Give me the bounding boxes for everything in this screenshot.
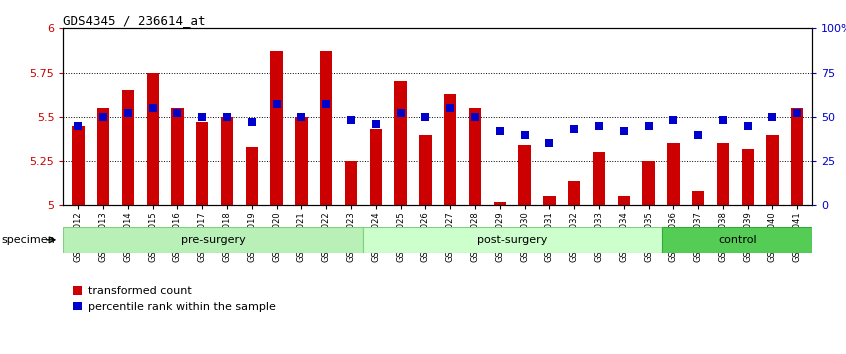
Bar bbox=[245, 147, 258, 205]
Bar bbox=[72, 126, 85, 205]
Point bbox=[195, 114, 209, 120]
Point bbox=[741, 123, 755, 129]
Point bbox=[518, 132, 531, 137]
Point bbox=[294, 114, 308, 120]
Text: pre-surgery: pre-surgery bbox=[181, 235, 245, 245]
Text: control: control bbox=[718, 235, 756, 245]
Bar bbox=[692, 191, 705, 205]
Legend: transformed count, percentile rank within the sample: transformed count, percentile rank withi… bbox=[69, 282, 280, 316]
Bar bbox=[662, 227, 812, 253]
Point bbox=[691, 132, 705, 137]
Point bbox=[270, 102, 283, 107]
Bar bbox=[568, 181, 580, 205]
Bar bbox=[370, 129, 382, 205]
Point bbox=[369, 121, 382, 127]
Point bbox=[443, 105, 457, 111]
Bar bbox=[444, 94, 456, 205]
Text: specimen: specimen bbox=[2, 235, 56, 245]
Bar bbox=[766, 135, 778, 205]
Point bbox=[419, 114, 432, 120]
Point bbox=[245, 119, 259, 125]
Text: GDS4345 / 236614_at: GDS4345 / 236614_at bbox=[63, 13, 206, 27]
Bar bbox=[642, 161, 655, 205]
Point bbox=[220, 114, 233, 120]
Point bbox=[790, 110, 804, 116]
Point bbox=[642, 123, 656, 129]
Point bbox=[766, 114, 779, 120]
Bar bbox=[171, 108, 184, 205]
Bar bbox=[196, 122, 208, 205]
Bar bbox=[667, 143, 679, 205]
Point bbox=[171, 110, 184, 116]
Bar bbox=[97, 108, 109, 205]
Bar bbox=[791, 108, 804, 205]
Bar bbox=[320, 51, 332, 205]
Bar bbox=[271, 51, 283, 205]
Point bbox=[493, 128, 507, 134]
Point bbox=[617, 128, 630, 134]
Text: post-surgery: post-surgery bbox=[477, 235, 548, 245]
Point bbox=[72, 123, 85, 129]
Bar bbox=[221, 117, 233, 205]
Bar bbox=[593, 152, 605, 205]
Point bbox=[344, 118, 358, 123]
Bar bbox=[420, 135, 431, 205]
Bar bbox=[543, 196, 556, 205]
Point bbox=[542, 141, 556, 146]
Bar bbox=[519, 145, 530, 205]
Bar bbox=[469, 108, 481, 205]
Bar bbox=[741, 149, 754, 205]
Bar bbox=[146, 73, 159, 205]
Bar bbox=[493, 202, 506, 205]
Bar bbox=[363, 227, 662, 253]
Bar bbox=[717, 143, 729, 205]
Point bbox=[468, 114, 481, 120]
Bar bbox=[618, 196, 630, 205]
Point bbox=[717, 118, 730, 123]
Bar bbox=[394, 81, 407, 205]
Point bbox=[592, 123, 606, 129]
Point bbox=[320, 102, 333, 107]
Point bbox=[146, 105, 159, 111]
Bar bbox=[122, 90, 135, 205]
Point bbox=[121, 110, 135, 116]
Bar bbox=[345, 161, 357, 205]
Point bbox=[568, 126, 581, 132]
Bar bbox=[63, 227, 363, 253]
Point bbox=[96, 114, 110, 120]
Point bbox=[667, 118, 680, 123]
Bar bbox=[295, 117, 308, 205]
Point bbox=[394, 110, 408, 116]
